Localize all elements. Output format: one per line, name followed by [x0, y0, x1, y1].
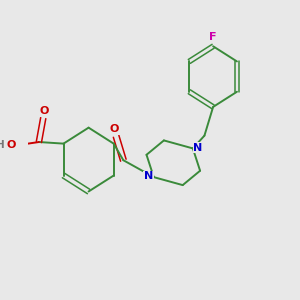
Text: O: O [6, 140, 16, 150]
Text: N: N [194, 143, 203, 153]
Text: O: O [39, 106, 49, 116]
Text: F: F [209, 32, 217, 42]
Text: H: H [0, 140, 5, 150]
Text: N: N [144, 172, 153, 182]
Text: O: O [110, 124, 119, 134]
